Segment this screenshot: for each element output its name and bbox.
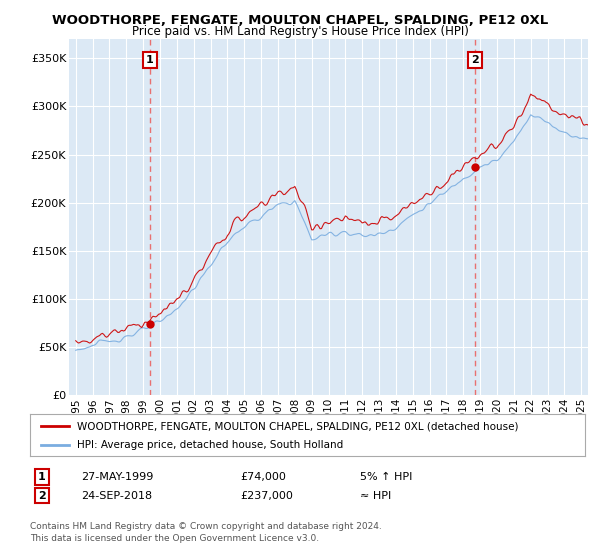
Text: £237,000: £237,000 [240,491,293,501]
Text: 2: 2 [38,491,46,501]
Text: ≈ HPI: ≈ HPI [360,491,391,501]
Text: HPI: Average price, detached house, South Holland: HPI: Average price, detached house, Sout… [77,440,343,450]
Text: 2: 2 [472,55,479,66]
Text: 27-MAY-1999: 27-MAY-1999 [81,472,154,482]
Text: Price paid vs. HM Land Registry's House Price Index (HPI): Price paid vs. HM Land Registry's House … [131,25,469,38]
Text: 5% ↑ HPI: 5% ↑ HPI [360,472,412,482]
Text: 1: 1 [38,472,46,482]
Text: 24-SEP-2018: 24-SEP-2018 [81,491,152,501]
Text: WOODTHORPE, FENGATE, MOULTON CHAPEL, SPALDING, PE12 0XL (detached house): WOODTHORPE, FENGATE, MOULTON CHAPEL, SPA… [77,421,518,431]
Text: Contains HM Land Registry data © Crown copyright and database right 2024.
This d: Contains HM Land Registry data © Crown c… [30,522,382,543]
Text: 1: 1 [146,55,154,66]
Text: WOODTHORPE, FENGATE, MOULTON CHAPEL, SPALDING, PE12 0XL: WOODTHORPE, FENGATE, MOULTON CHAPEL, SPA… [52,14,548,27]
Text: £74,000: £74,000 [240,472,286,482]
